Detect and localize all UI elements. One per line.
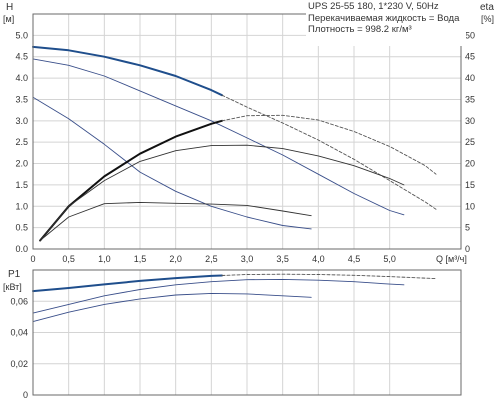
power-axis-label: P1 — [8, 269, 21, 280]
x-tick-label: 1,0 — [98, 254, 111, 264]
head-curve — [32, 58, 405, 216]
x-tick-label: 4,0 — [312, 254, 325, 264]
power-plot-frame — [32, 269, 462, 396]
head-efficiency-plot-frame — [32, 13, 462, 250]
y-right-tick-label: 35 — [465, 94, 475, 104]
y-left-tick-label: 2.0 — [15, 159, 28, 169]
y-left-tick-label: 1.0 — [15, 201, 28, 211]
y-left-unit: [м] — [3, 14, 14, 24]
head-curve — [221, 94, 437, 210]
fluid-note: Перекачиваемая жидкость = Вода — [308, 12, 460, 24]
y-left-tick-label: 3.5 — [15, 94, 28, 104]
y-right-tick-label: 10 — [465, 201, 475, 211]
tick-labels: 0 0,5 1,0 1,5 2,0 2,5 3,0 3,5 4,0 4,5 5,0 0.0 0.5 1.0… — [10, 30, 475, 400]
power-curve — [32, 274, 223, 293]
y-left-tick-label: 0.0 — [15, 244, 28, 254]
y-left-label: H — [6, 2, 13, 13]
y-left-tick-label: 5.0 — [15, 30, 28, 40]
power-tick-label: 0,04 — [10, 328, 28, 338]
power-grid — [33, 270, 461, 395]
x-tick-label: 0 — [30, 254, 35, 264]
x-tick-label: 1,5 — [134, 254, 147, 264]
x-tick-label: 2,0 — [169, 254, 182, 264]
x-tick-label: 2,5 — [205, 254, 218, 264]
y-right-label: eta — [480, 2, 494, 13]
x-tick-label: 0,5 — [62, 254, 75, 264]
power-curve — [32, 292, 312, 323]
x-tick-label: 5,0 — [383, 254, 396, 264]
head-efficiency-grid — [33, 14, 461, 249]
y-left-tick-label: 1.5 — [15, 180, 28, 190]
x-tick-label: 4,5 — [348, 254, 361, 264]
power-tick-label: 0 — [23, 390, 28, 400]
efficiency-curve — [39, 201, 312, 241]
power-axis-unit: [кВт] — [3, 282, 22, 292]
x-tick-label: 3,0 — [241, 254, 254, 264]
head-efficiency-curves — [32, 45, 437, 242]
y-left-tick-label: 4.5 — [15, 52, 28, 62]
head-curve — [32, 45, 223, 97]
density-note: Плотность = 998.2 кг/м³ — [308, 24, 412, 35]
y-right-tick-label: 5 — [465, 223, 470, 233]
y-right-unit: [%] — [481, 14, 494, 24]
power-tick-label: 0,02 — [10, 359, 28, 369]
y-right-tick-label: 20 — [465, 159, 475, 169]
power-curves — [32, 273, 437, 323]
power-tick-label: 0,06 — [10, 296, 28, 306]
y-left-tick-label: 4.0 — [15, 73, 28, 83]
power-curve — [32, 278, 405, 314]
y-left-tick-label: 3.0 — [15, 116, 28, 126]
efficiency-curve — [39, 144, 405, 241]
y-right-tick-label: 0 — [465, 244, 470, 254]
efficiency-curve — [39, 119, 223, 242]
y-right-tick-label: 15 — [465, 180, 475, 190]
axis-labels: H [м] eta [%] Q [м³/ч] P1 [кВт] — [3, 2, 494, 292]
head-curve — [32, 96, 312, 230]
y-right-tick-label: 50 — [465, 30, 475, 40]
efficiency-curve — [221, 114, 437, 175]
y-right-tick-label: 25 — [465, 137, 475, 147]
chart-legend-box: UPS 25-55 180, 1*230 V, 50Hz Перекачивае… — [306, 0, 466, 46]
power-curve — [221, 273, 437, 280]
x-tick-label: 3,5 — [276, 254, 289, 264]
y-right-tick-label: 30 — [465, 116, 475, 126]
x-axis-label: Q [м³/ч] — [436, 254, 467, 264]
y-right-tick-label: 45 — [465, 52, 475, 62]
y-left-tick-label: 2.5 — [15, 137, 28, 147]
y-left-tick-label: 0.5 — [15, 223, 28, 233]
y-right-tick-label: 40 — [465, 73, 475, 83]
chart-title: UPS 25-55 180, 1*230 V, 50Hz — [308, 1, 439, 12]
